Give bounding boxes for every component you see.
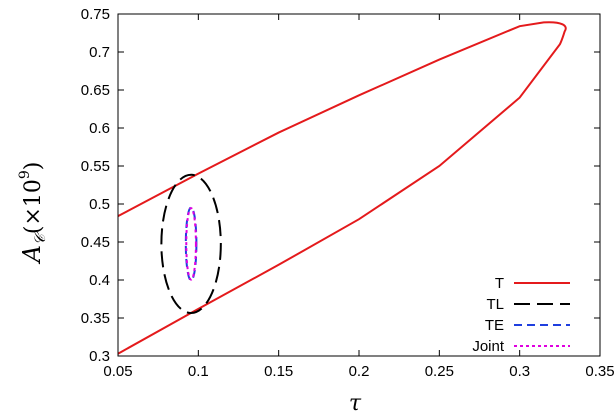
- y-tick-label-9: 0.75: [81, 6, 110, 23]
- legend-label-Joint: Joint: [472, 338, 505, 355]
- y-tick-label-5: 0.55: [81, 158, 110, 175]
- y-tick-label-8: 0.7: [89, 44, 110, 61]
- y-axis-label-main: A: [18, 245, 46, 264]
- series-layer: [117, 21, 567, 355]
- x-tick-label-6: 0.35: [585, 363, 614, 380]
- series-Joint-ellipse: [185, 207, 197, 281]
- x-tick-label-2: 0.15: [264, 363, 293, 380]
- y-tick-label-3: 0.45: [81, 234, 110, 251]
- series-T-curve: [117, 21, 567, 355]
- legend-label-T: T: [495, 275, 504, 292]
- x-tick-label-1: 0.1: [188, 363, 209, 380]
- x-tick-label-5: 0.3: [509, 363, 530, 380]
- legend-label-TE: TE: [485, 317, 504, 334]
- y-tick-label-1: 0.35: [81, 310, 110, 327]
- y-axis-label-exp: 9: [17, 170, 33, 179]
- y-ticks: 0.3 0.35 0.4 0.45 0.5 0.55 0.6 0.65 0.7 0.75: [81, 6, 600, 365]
- y-axis-label-close: ): [21, 162, 46, 171]
- plot-frame: [117, 13, 601, 357]
- x-axis-label: τ: [349, 391, 362, 416]
- legend: T TL TE Joint: [472, 275, 570, 355]
- y-tick-label-0: 0.3: [89, 348, 110, 365]
- x-tick-label-3: 0.2: [349, 363, 370, 380]
- y-tick-label-7: 0.65: [81, 82, 110, 99]
- y-tick-label-6: 0.6: [89, 120, 110, 137]
- x-ticks: 0.05 0.1 0.15 0.2 0.25 0.3 0.35: [103, 14, 615, 380]
- y-tick-label-4: 0.5: [89, 196, 110, 213]
- svg-text:A𝒞(×109): A𝒞(×109): [17, 162, 49, 265]
- x-tick-label-4: 0.25: [425, 363, 454, 380]
- y-axis-label-paren: (×10: [21, 179, 46, 234]
- y-tick-label-2: 0.4: [89, 272, 110, 289]
- x-tick-label-0: 0.05: [103, 363, 132, 380]
- legend-label-TL: TL: [486, 296, 504, 313]
- y-axis-label: A𝒞(×109): [17, 162, 49, 265]
- series-TL-ellipse: [160, 173, 222, 315]
